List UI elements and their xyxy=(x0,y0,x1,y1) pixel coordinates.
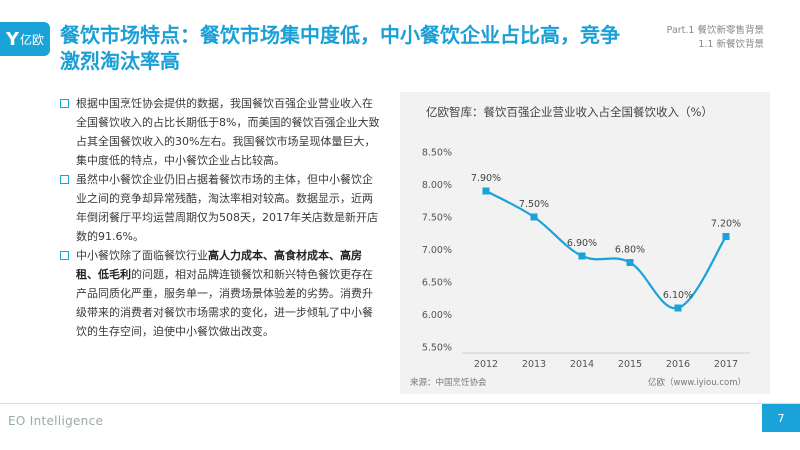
data-label: 7.50% xyxy=(519,199,549,210)
bullet-text-post: 的问题，相对品牌连锁餐饮和新兴特色餐饮更存在产品同质化严重，服务单一，消费场景体… xyxy=(76,268,373,338)
bullet-text: 根据中国烹饪协会提供的数据，我国餐饮百强企业营业收入在全国餐饮收入的占比长期低于… xyxy=(76,97,380,167)
bullet-text: 虽然中小餐饮企业仍旧占据着餐饮市场的主体，但中小餐饮企业之间的竞争却异常残酷，淘… xyxy=(76,173,378,243)
x-tick-label: 2013 xyxy=(522,359,546,370)
logo: Y 亿欧 xyxy=(0,22,50,56)
data-label: 6.10% xyxy=(663,290,693,301)
data-label: 6.90% xyxy=(567,238,597,249)
bullet-item: 虽然中小餐饮企业仍旧占据着餐饮市场的主体，但中小餐饮企业之间的竞争却异常残酷，淘… xyxy=(60,170,382,246)
data-point xyxy=(626,259,634,266)
checkbox-bullet-icon xyxy=(60,175,69,184)
x-tick-label: 2012 xyxy=(474,359,498,370)
x-tick-label: 2016 xyxy=(666,359,690,370)
logo-text: 亿欧 xyxy=(20,32,45,47)
bullet-list: 根据中国烹饪协会提供的数据，我国餐饮百强企业营业收入在全国餐饮收入的占比长期低于… xyxy=(60,94,382,341)
source-note: 来源：中国烹饪协会 xyxy=(410,378,487,388)
x-tick-label: 2015 xyxy=(618,359,642,370)
data-label: 7.90% xyxy=(471,173,501,184)
y-tick-label: 6.00% xyxy=(422,310,452,321)
checkbox-bullet-icon xyxy=(60,251,69,260)
y-tick-label: 5.50% xyxy=(422,343,452,354)
logo-mark-icon: Y xyxy=(5,28,20,50)
bullet-text-bold: 高人力成本、高食材成本、高房租、低毛利 xyxy=(76,249,362,281)
section-subpart: 1.1 新餐饮背景 xyxy=(698,39,764,50)
y-tick-label: 6.50% xyxy=(422,278,452,289)
data-label: 7.20% xyxy=(711,219,741,230)
y-tick-label: 7.00% xyxy=(422,245,452,256)
line-chart: 8.50% 8.00% 7.50% 7.00% 6.50% 6.00% 5.50% 2012 2… xyxy=(422,148,750,370)
data-point xyxy=(722,233,730,240)
x-tick-label: 2014 xyxy=(570,359,594,370)
bullet-item: 根据中国烹饪协会提供的数据，我国餐饮百强企业营业收入在全国餐饮收入的占比长期低于… xyxy=(60,94,382,170)
checkbox-bullet-icon xyxy=(60,99,69,108)
data-point xyxy=(578,252,586,260)
y-tick-label: 7.50% xyxy=(422,213,452,224)
page-number: 7 xyxy=(762,404,800,432)
data-point xyxy=(530,213,538,221)
data-point xyxy=(674,304,682,312)
data-point xyxy=(482,187,490,195)
y-tick-label: 8.50% xyxy=(422,148,452,159)
chart-title: 亿欧智库：餐饮百强企业营业收入占全国餐饮收入（%） xyxy=(426,105,713,119)
page-title: 餐饮市场特点：餐饮市场集中度低，中小餐饮企业占比高，竞争激烈淘汰率高 xyxy=(60,23,620,73)
credit-note: 亿欧（www.iyiou.com） xyxy=(648,378,746,388)
x-tick-label: 2017 xyxy=(714,359,738,370)
chart-card: 亿欧智库：餐饮百强企业营业收入占全国餐饮收入（%） 8.50% 8.00% 7.50… xyxy=(400,92,770,394)
footer-divider xyxy=(0,403,800,404)
bullet-text-pre: 中小餐饮除了面临餐饮行业 xyxy=(76,249,208,262)
y-tick-label: 8.00% xyxy=(422,180,452,191)
bullet-item: 中小餐饮除了面临餐饮行业高人力成本、高食材成本、高房租、低毛利的问题，相对品牌连… xyxy=(60,246,382,341)
section-label: Part.1 餐饮新零售背景 1.1 新餐饮背景 xyxy=(667,24,764,52)
section-part: Part.1 餐饮新零售背景 xyxy=(666,25,764,36)
footer-brand: EO Intelligence xyxy=(8,414,104,428)
data-label: 6.80% xyxy=(615,245,645,256)
